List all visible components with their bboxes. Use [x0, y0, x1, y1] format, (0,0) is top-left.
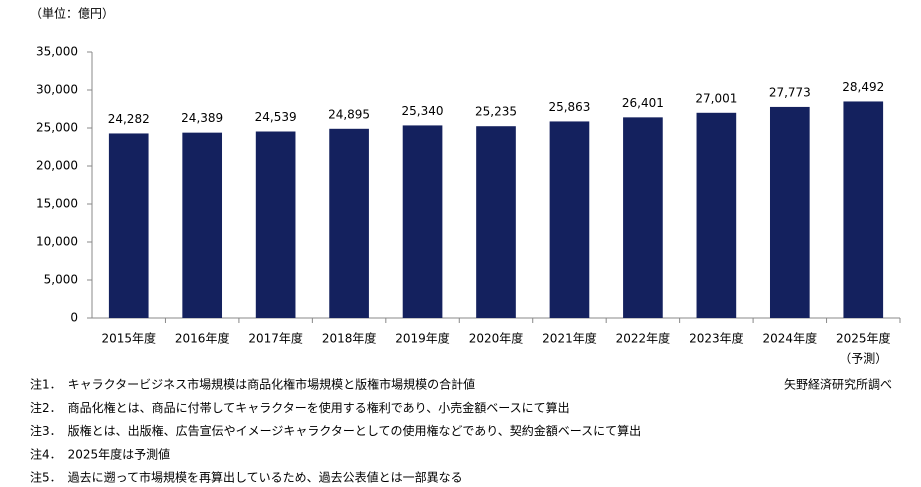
note: 注1． キャラクタービジネス市場規模は商品化権市場規模と版権市場規模の合計値 [30, 377, 475, 392]
note: 注4． 2025年度は予測値 [30, 446, 170, 461]
x-tick-label: 2016年度 [175, 331, 230, 346]
unit-label: （単位：億円） [30, 6, 114, 21]
x-tick-label: 2024年度 [763, 331, 818, 346]
y-tick-label: 35,000 [36, 45, 78, 59]
value-label: 27,773 [769, 85, 811, 99]
note: 注5． 過去に遡って市場規模を再算出しているため、過去公表値とは一部異なる [30, 470, 463, 485]
y-tick-label: 20,000 [36, 159, 78, 173]
value-label: 25,340 [402, 104, 444, 118]
y-tick-label: 10,000 [36, 235, 78, 249]
y-tick-label: 5,000 [44, 273, 78, 287]
x-tick-label: 2015年度 [101, 331, 156, 346]
x-tick-label: 2020年度 [469, 331, 524, 346]
value-label: 24,282 [108, 112, 150, 126]
x-tick-label: 2021年度 [542, 331, 597, 346]
value-label: 28,492 [842, 80, 884, 94]
x-tick-label: 2025年度 [836, 331, 891, 346]
bar [623, 117, 663, 318]
bar [843, 101, 884, 318]
value-label: 25,235 [475, 105, 517, 119]
y-tick-label: 0 [70, 311, 78, 325]
value-label: 26,401 [622, 96, 664, 110]
bar [182, 132, 223, 318]
bar [476, 126, 516, 319]
bar [549, 121, 590, 319]
bar [108, 133, 149, 318]
bar [329, 128, 369, 318]
x-tick-label: 2017年度 [248, 331, 303, 346]
bar [769, 106, 810, 318]
y-tick-label: 25,000 [36, 121, 78, 135]
x-tick-label: 2022年度 [616, 331, 671, 346]
value-label: 27,001 [695, 91, 737, 105]
value-label: 24,389 [181, 111, 223, 125]
x-annotation: （予測） [839, 352, 887, 366]
source: 矢野経済研究所調べ [784, 377, 892, 392]
bar [402, 125, 443, 318]
value-label: 24,895 [328, 107, 370, 121]
note: 注3． 版権とは、出版権、広告宣伝やイメージキャラクターとしての使用権などであり… [30, 423, 641, 438]
x-tick-label: 2023年度 [689, 331, 744, 346]
bar [255, 131, 296, 318]
note: 注2． 商品化権とは、商品に付帯してキャラクターを使用する権利であり、小売金額ベ… [30, 400, 570, 415]
y-tick-label: 30,000 [36, 83, 78, 97]
y-tick-label: 15,000 [36, 197, 78, 211]
x-tick-label: 2018年度 [322, 331, 377, 346]
value-label: 24,539 [255, 110, 297, 124]
bar [696, 112, 737, 319]
x-tick-label: 2019年度 [395, 331, 450, 346]
value-label: 25,863 [548, 100, 590, 114]
